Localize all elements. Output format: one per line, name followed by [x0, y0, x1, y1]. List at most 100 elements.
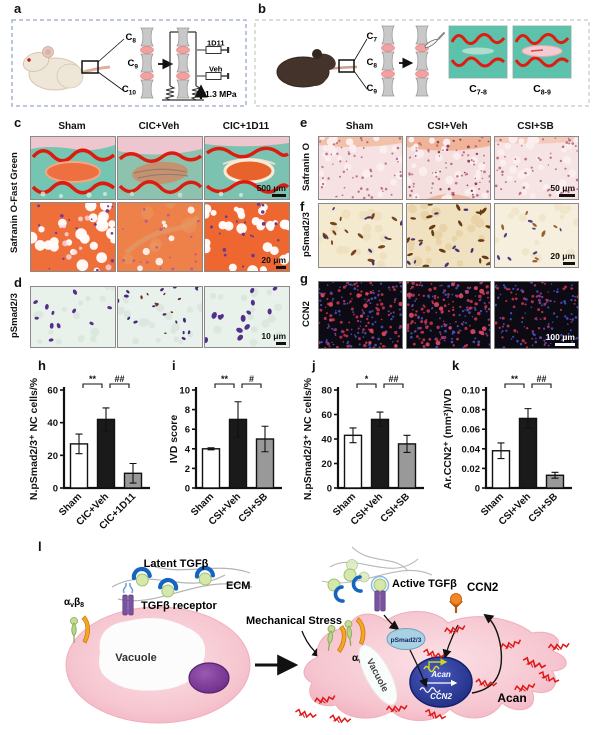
- latent-tgfb-label: Latent TGFβ: [144, 558, 209, 570]
- svg-text:20: 20: [321, 459, 332, 470]
- active-tgfb-icon: [374, 579, 386, 591]
- svg-text:*: *: [365, 374, 369, 384]
- svg-text:N.pSmad2/3⁺ NC cells/%: N.pSmad2/3⁺ NC cells/%: [302, 377, 314, 500]
- svg-text:0.10: 0.10: [462, 386, 481, 397]
- svg-text:40: 40: [321, 435, 332, 446]
- micrograph-d-sham: [30, 286, 116, 348]
- micrograph-c-cic1d11-low: 500 μm: [204, 136, 290, 200]
- micrograph-c-sham-high: [30, 202, 116, 272]
- vertebra-column: [141, 28, 154, 98]
- svg-text:0: 0: [53, 484, 58, 495]
- scalebar: 20 μm: [550, 252, 575, 266]
- column-header: CIC+Veh: [117, 122, 201, 132]
- svg-text:0.08: 0.08: [462, 405, 481, 416]
- svg-text:4: 4: [185, 444, 191, 455]
- panel-j-label: j: [312, 359, 316, 372]
- histology-c8-9: [513, 26, 571, 78]
- rat-eye: [27, 58, 30, 61]
- vertebra-column: [382, 26, 395, 96]
- svg-text:60: 60: [47, 386, 58, 397]
- scalebar: 50 μm: [550, 184, 575, 198]
- latent-tgfb-icon: [159, 579, 176, 597]
- svg-text:0.06: 0.06: [462, 425, 481, 436]
- spring-icon: [192, 86, 200, 100]
- spring-icon: [166, 86, 174, 100]
- injection-label-veh: Veh: [209, 65, 223, 74]
- micrograph-e-sham: [318, 136, 403, 200]
- injection-label-1d11: 1D11: [207, 39, 225, 48]
- vertebra-label-c10: C10: [122, 84, 136, 97]
- nucleus-shape: [189, 663, 229, 693]
- svg-text:CSI+SB: CSI+SB: [379, 491, 413, 525]
- scalebar: 10 μm: [261, 332, 286, 346]
- latent-tgfb-icon: [133, 568, 151, 587]
- bar-chart-h: N.pSmad2/3⁺ NC cells/% 0 20 40 60 ** ## Sham CIC…: [26, 374, 156, 547]
- column-header: Sham: [30, 122, 114, 132]
- bar-chart-i: IVD score 0 2 4 6 8 10 ** # Sham CSI+Veh CSI+SB: [166, 374, 288, 547]
- micrograph-d-cic1d11: 10 μm: [204, 286, 290, 348]
- svg-text:8: 8: [185, 405, 190, 416]
- secreted-ccn2-label: CCN2: [467, 582, 498, 594]
- section-label-c8-9: C8-9: [533, 83, 551, 97]
- svg-text:6: 6: [185, 425, 190, 436]
- scalebar: 20 μm: [261, 256, 286, 270]
- mouse-icon: [277, 49, 357, 87]
- micrograph-e-csiveh: [406, 136, 491, 200]
- svg-text:40: 40: [47, 418, 58, 429]
- vertebra-column-cut: [416, 26, 429, 96]
- svg-text:IVD score: IVD score: [168, 415, 180, 464]
- section-label-c7-8: C7-8: [469, 83, 487, 97]
- panel-e-label: e: [300, 116, 307, 129]
- svg-text:**: **: [89, 374, 97, 384]
- vertebra-label-c7: C7: [367, 31, 378, 44]
- column-header: Sham: [318, 122, 401, 132]
- panel-b-diagram: C7 C8 C9 C7-8 C8-9: [253, 12, 597, 114]
- svg-text:0: 0: [327, 484, 332, 495]
- svg-text:Ar.CCN2⁺ (mm²)/IVD: Ar.CCN2⁺ (mm²)/IVD: [442, 388, 454, 489]
- syringe-icon-veh: [197, 73, 229, 80]
- svg-text:0: 0: [185, 484, 190, 495]
- svg-text:20: 20: [47, 451, 58, 462]
- svg-text:**: **: [221, 374, 229, 384]
- panel-k-label: k: [452, 359, 459, 372]
- row-label-safranin-o: Safranin O: [302, 136, 314, 198]
- panel-c-label: c: [14, 116, 21, 129]
- psmad-label: pSmad2/3: [391, 637, 422, 644]
- vertebra-label-c9: C9: [367, 83, 378, 96]
- svg-text:80: 80: [321, 386, 332, 397]
- column-header: CSI+SB: [494, 122, 577, 132]
- histology-c7-8: [449, 26, 507, 78]
- svg-text:##: ##: [114, 374, 124, 384]
- row-label-psmad23: pSmad2/3: [302, 203, 314, 266]
- ecm-label: ECM: [226, 580, 250, 592]
- integrin-label: αvβ8: [64, 597, 84, 609]
- svg-text:60: 60: [321, 410, 332, 421]
- receptor-binding-site: [124, 583, 133, 593]
- svg-text:##: ##: [536, 374, 546, 384]
- ccn2-receptor-icon: [450, 594, 462, 614]
- svg-text:CSI+SB: CSI+SB: [527, 491, 561, 525]
- svg-text:10: 10: [179, 386, 190, 397]
- panel-i-label: i: [172, 359, 176, 372]
- micrograph-g-csiveh: [406, 281, 491, 349]
- pressure-label: 1.3 MPa: [205, 89, 237, 99]
- row-label-ccn2: CCN2: [302, 281, 314, 347]
- svg-text:**: **: [511, 374, 519, 384]
- secreted-acan-label: Acan: [497, 691, 526, 705]
- micrograph-d-cicveh: [117, 286, 203, 348]
- vertebra-label-c9: C9: [128, 58, 139, 71]
- panel-h-label: h: [38, 359, 46, 372]
- syringe-icon-1d11: [197, 47, 229, 54]
- column-header: CSI+Veh: [406, 122, 489, 132]
- vertebra-label-c8: C8: [367, 57, 378, 70]
- micrograph-g-csisb: 100 μm: [494, 281, 579, 349]
- micrograph-g-sham: [318, 281, 403, 349]
- vertebra-column-loaded: [177, 28, 190, 98]
- gene-acan-label: Acan: [430, 670, 451, 679]
- bar-chart-j: N.pSmad2/3⁺ NC cells/% 0 20 40 60 80 * ## Sham CS…: [300, 374, 430, 547]
- svg-text:2: 2: [185, 464, 190, 475]
- micrograph-c-cicveh-low: [117, 136, 203, 200]
- mechanical-stress-label: Mechanical Stress: [246, 615, 342, 627]
- bar-chart-k: Ar.CCN2⁺ (mm²)/IVD 0 0.02 0.04 0.06 0.08 0.10 *…: [440, 374, 578, 547]
- micrograph-c-cicveh-high: [117, 202, 203, 272]
